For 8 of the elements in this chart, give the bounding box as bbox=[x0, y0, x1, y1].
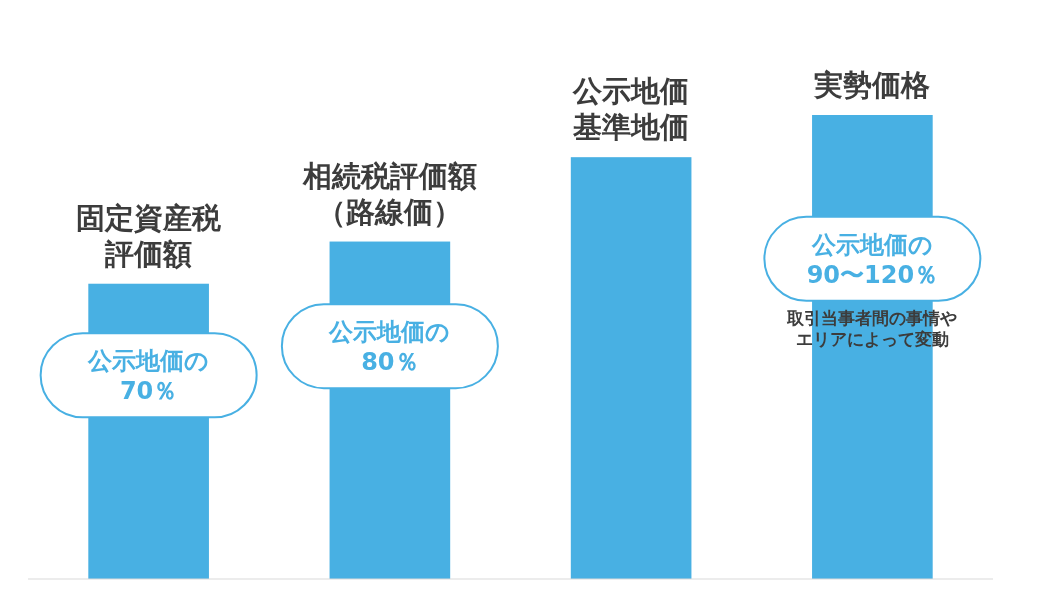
x-tick-label: 公示地価基準地価 bbox=[572, 74, 690, 145]
x-tick-label: 固定資産税評価額 bbox=[76, 200, 222, 271]
data-label: 公示地価の70％ bbox=[87, 347, 210, 406]
x-tick-label: 実勢価格 bbox=[813, 68, 931, 102]
x-tick-label: 相続税評価額（路線価） bbox=[301, 158, 477, 229]
data-label: 公示地価の90〜120％ bbox=[806, 230, 939, 289]
data-label: 公示地価の80％ bbox=[328, 318, 451, 377]
bar bbox=[570, 157, 692, 579]
